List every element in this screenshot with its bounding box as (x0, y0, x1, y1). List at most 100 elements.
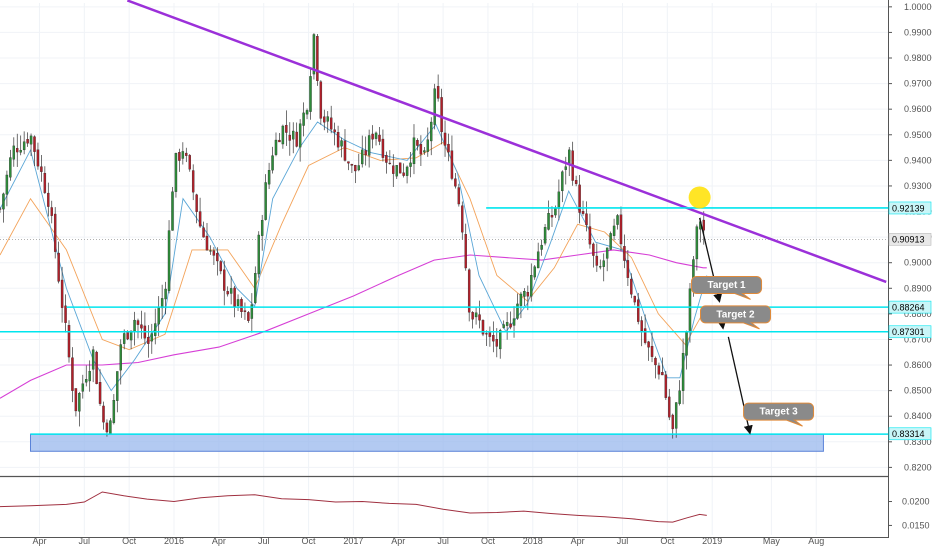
candle (654, 356, 657, 379)
candle (457, 183, 461, 207)
candle-body (564, 166, 568, 170)
candle-body (516, 303, 519, 319)
candle-body (678, 390, 681, 404)
support-zone (29, 433, 824, 452)
candle (612, 218, 616, 241)
target-label: Target 1 (707, 280, 746, 291)
target-bubble-shape (700, 305, 772, 330)
candle (543, 223, 547, 246)
candle-body (378, 134, 381, 142)
candle-body (181, 151, 185, 159)
candle (619, 206, 623, 252)
candle-body (650, 345, 654, 357)
candle (695, 224, 699, 271)
candle-body (219, 261, 223, 272)
candle-body (550, 214, 554, 218)
candle (668, 388, 671, 421)
candle (5, 170, 9, 207)
candle-body (2, 193, 5, 210)
candle (60, 266, 64, 323)
candle-body (668, 396, 671, 418)
candle-body (526, 292, 530, 297)
candle-body (16, 148, 19, 153)
candle-body (140, 324, 143, 329)
candle (74, 388, 78, 417)
x-tick-label: Apr (212, 536, 226, 546)
candle-body (554, 207, 557, 216)
candle-body (626, 260, 630, 278)
candle-body (43, 173, 47, 193)
candle-body (271, 155, 274, 171)
candle (381, 129, 385, 162)
candle-body (312, 34, 316, 75)
candle-body (523, 291, 526, 297)
candle (202, 221, 205, 238)
price-tag: 0.90913 (888, 233, 932, 246)
candle-body (457, 187, 461, 205)
candle (623, 234, 626, 269)
x-tick-label: Jul (437, 536, 449, 546)
candle (95, 350, 98, 385)
candle-body (633, 295, 636, 303)
x-tick-label: Jul (617, 536, 629, 546)
candle-body (319, 81, 323, 119)
candle (40, 155, 43, 182)
candle-body (416, 140, 419, 146)
candle-body (599, 266, 602, 268)
candle-body (643, 328, 647, 343)
candle-body (430, 121, 433, 142)
candle (492, 321, 495, 353)
candle-body (67, 325, 71, 358)
x-tick-label: Oct (302, 536, 317, 546)
candle-body (474, 312, 478, 318)
candle-body (654, 357, 657, 366)
candle (316, 34, 319, 86)
touch-point-marker (688, 186, 711, 209)
candle-body (647, 341, 650, 348)
candle (167, 220, 171, 294)
candle (333, 122, 336, 146)
x-tick-label: 2017 (343, 536, 363, 546)
candle-body (619, 214, 623, 245)
candle (191, 164, 195, 201)
candle-body (95, 351, 98, 385)
candle (278, 133, 281, 143)
candle (599, 259, 602, 270)
candle-body (281, 125, 285, 145)
candle-body (436, 86, 440, 99)
candle-body (674, 402, 678, 429)
candle-body (116, 371, 119, 401)
x-tick-label: Apr (571, 536, 585, 546)
target-bubble-3: Target 3 (743, 402, 815, 427)
candle-body (243, 310, 247, 312)
candle-body (316, 36, 319, 81)
candle (119, 339, 122, 385)
candle-body (191, 170, 195, 193)
candle (433, 83, 436, 130)
candle-body (298, 123, 302, 148)
candle (53, 207, 57, 259)
candle-body (595, 255, 599, 266)
candle-body (568, 149, 571, 165)
candle-body (278, 139, 281, 143)
candle-body (250, 304, 254, 319)
candle (447, 133, 450, 162)
target-bubble-shape (691, 275, 763, 300)
candle-body (664, 374, 668, 398)
candle-body (512, 318, 516, 326)
candle-body (47, 192, 50, 207)
candle-body (254, 273, 257, 303)
candle (150, 323, 154, 354)
candle (419, 135, 423, 166)
candle (533, 265, 536, 280)
candle (471, 311, 474, 329)
candle-body (285, 124, 288, 133)
candle (340, 137, 343, 158)
candle (171, 186, 174, 231)
candle (9, 149, 12, 181)
